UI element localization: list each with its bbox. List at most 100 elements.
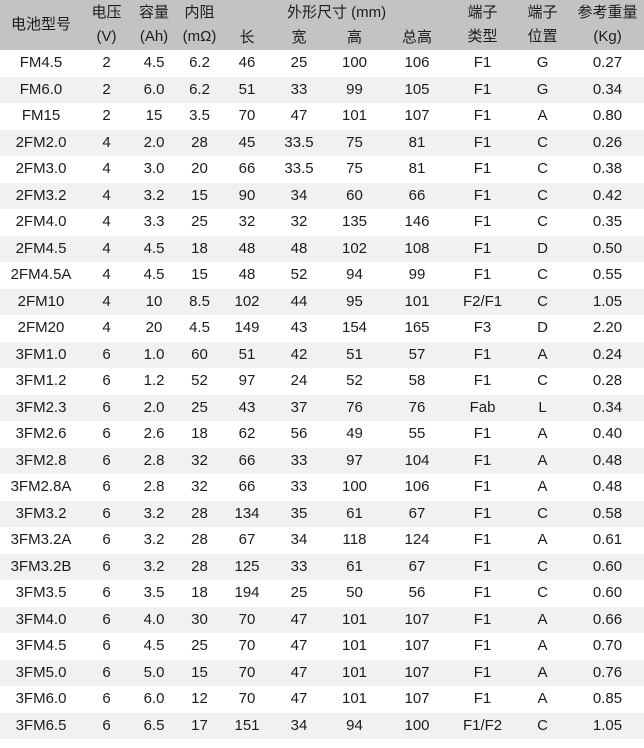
cell-voltage: 6 <box>102 584 111 601</box>
cell-model: 2FM2.0 <box>15 133 67 151</box>
cell-total-height: 57 <box>408 345 426 363</box>
col-header-terminal-type: 端子 类型 <box>451 0 515 50</box>
col-header-terminal-position: 端子 位置 <box>514 0 572 50</box>
table-row: FM4.5 2 4.5 6.2 46 25 100 106 F1 G 0.27 <box>0 50 644 77</box>
cell-capacity: 6.0 <box>143 690 165 707</box>
cell-terminal-position: C <box>537 266 548 283</box>
cell-voltage: 4 <box>102 292 111 310</box>
cell-voltage: 6 <box>102 504 111 522</box>
cell-resistance: 60 <box>191 345 208 363</box>
cell-weight: 0.58 <box>592 504 623 522</box>
cell-weight: 0.34 <box>592 80 623 98</box>
cell-weight: 0.60 <box>592 557 623 575</box>
col-header-voltage: 电压 (V) <box>82 0 131 50</box>
col-header-model: 电池型号 <box>0 0 82 50</box>
cell-width: 33.5 <box>284 160 314 177</box>
cell-terminal-type: F1 <box>473 186 492 204</box>
cell-capacity: 2.0 <box>143 133 165 151</box>
cell-weight: 0.70 <box>592 637 623 654</box>
cell-capacity: 20 <box>145 319 163 336</box>
cell-terminal-type: F1 <box>473 266 492 283</box>
cell-weight: 0.50 <box>592 239 623 257</box>
cell-height: 100 <box>341 478 368 495</box>
cell-model: FM15 <box>21 107 61 124</box>
cell-terminal-type: F1 <box>473 584 492 601</box>
cell-total-height: 101 <box>404 292 430 310</box>
cell-height: 100 <box>341 54 368 71</box>
cell-model: 3FM2.6 <box>15 425 67 442</box>
cell-weight: 0.76 <box>592 663 623 681</box>
cell-model: 3FM3.2 <box>15 504 67 522</box>
cell-total-height: 76 <box>408 398 426 416</box>
cell-terminal-type: F1 <box>473 451 492 469</box>
cell-voltage: 6 <box>102 716 111 734</box>
cell-resistance: 6.2 <box>189 54 210 71</box>
cell-height: 76 <box>346 398 363 416</box>
cell-width: 47 <box>290 610 308 628</box>
cell-width: 48 <box>290 239 308 257</box>
cell-width: 33.5 <box>284 133 314 151</box>
cell-width: 25 <box>290 584 308 601</box>
table-row: FM6.0 2 6.0 6.2 51 33 99 105 F1 G 0.34 <box>0 76 644 103</box>
cell-weight: 1.05 <box>592 292 623 310</box>
cell-capacity: 3.3 <box>143 213 165 230</box>
cell-height: 101 <box>341 107 368 124</box>
table-row: 2FM20 4 20 4.5 149 43 154 165 F3 D 2.20 <box>0 315 644 342</box>
cell-total-height: 107 <box>404 690 430 707</box>
cell-terminal-position: C <box>537 372 548 389</box>
cell-terminal-position: C <box>537 186 548 204</box>
cell-voltage: 6 <box>102 372 111 389</box>
cell-height: 52 <box>346 372 363 389</box>
col-header-capacity-unit: (Ah) <box>139 28 169 45</box>
col-header-resistance: 内阻 (mΩ) <box>177 0 222 50</box>
cell-total-height: 106 <box>404 478 430 495</box>
cell-capacity: 3.2 <box>143 531 165 548</box>
cell-voltage: 2 <box>102 107 111 124</box>
cell-model: 2FM3.0 <box>15 160 67 177</box>
cell-model: 3FM4.5 <box>15 637 67 654</box>
cell-weight: 0.27 <box>592 54 623 71</box>
cell-width: 33 <box>290 478 308 495</box>
cell-capacity: 4.5 <box>143 266 165 283</box>
cell-voltage: 6 <box>102 663 111 681</box>
cell-voltage: 2 <box>102 54 111 71</box>
cell-resistance: 18 <box>191 425 208 442</box>
cell-total-height: 107 <box>404 610 430 628</box>
cell-model: 3FM1.0 <box>15 345 67 363</box>
cell-length: 149 <box>234 319 260 336</box>
col-header-terminal-type-line1: 端子 <box>467 4 498 21</box>
col-header-terminal-type-line2: 类型 <box>467 28 498 45</box>
cell-model: 2FM3.2 <box>15 186 67 204</box>
cell-capacity: 4.5 <box>143 239 165 257</box>
cell-total-height: 67 <box>408 557 426 575</box>
cell-resistance: 8.5 <box>189 292 210 310</box>
cell-total-height: 56 <box>408 584 426 601</box>
cell-model: 2FM4.5 <box>15 239 67 257</box>
cell-model: 2FM4.5A <box>10 266 72 283</box>
cell-weight: 0.80 <box>592 107 623 124</box>
col-header-terminal-position-line1: 端子 <box>527 4 558 21</box>
cell-terminal-position: A <box>537 107 548 124</box>
table-row: 3FM4.5 6 4.5 25 70 47 101 107 F1 A 0.70 <box>0 633 644 660</box>
cell-total-height: 108 <box>404 239 430 257</box>
cell-weight: 0.55 <box>592 266 623 283</box>
cell-capacity: 2.0 <box>143 398 165 416</box>
cell-total-height: 107 <box>404 107 430 124</box>
col-header-weight: 参考重量 (Kg) <box>571 0 644 50</box>
cell-capacity: 3.2 <box>143 504 165 522</box>
cell-weight: 0.40 <box>592 425 623 442</box>
cell-resistance: 15 <box>191 266 208 283</box>
cell-length: 70 <box>238 610 256 628</box>
cell-length: 45 <box>238 133 256 151</box>
cell-capacity: 2.6 <box>143 425 165 442</box>
cell-resistance: 32 <box>191 478 208 495</box>
cell-height: 51 <box>346 345 363 363</box>
cell-length: 66 <box>238 160 256 177</box>
col-header-voltage-name: 电压 <box>91 4 122 21</box>
table-header: 电池型号 电压 (V) 容量 (Ah) 内阻 (mΩ) 外形尺寸 (mm) 端子… <box>0 0 644 50</box>
cell-terminal-position: A <box>537 610 548 628</box>
cell-resistance: 32 <box>191 451 208 469</box>
cell-length: 102 <box>234 292 260 310</box>
cell-weight: 0.42 <box>592 186 623 204</box>
cell-terminal-type: F1 <box>473 107 492 124</box>
